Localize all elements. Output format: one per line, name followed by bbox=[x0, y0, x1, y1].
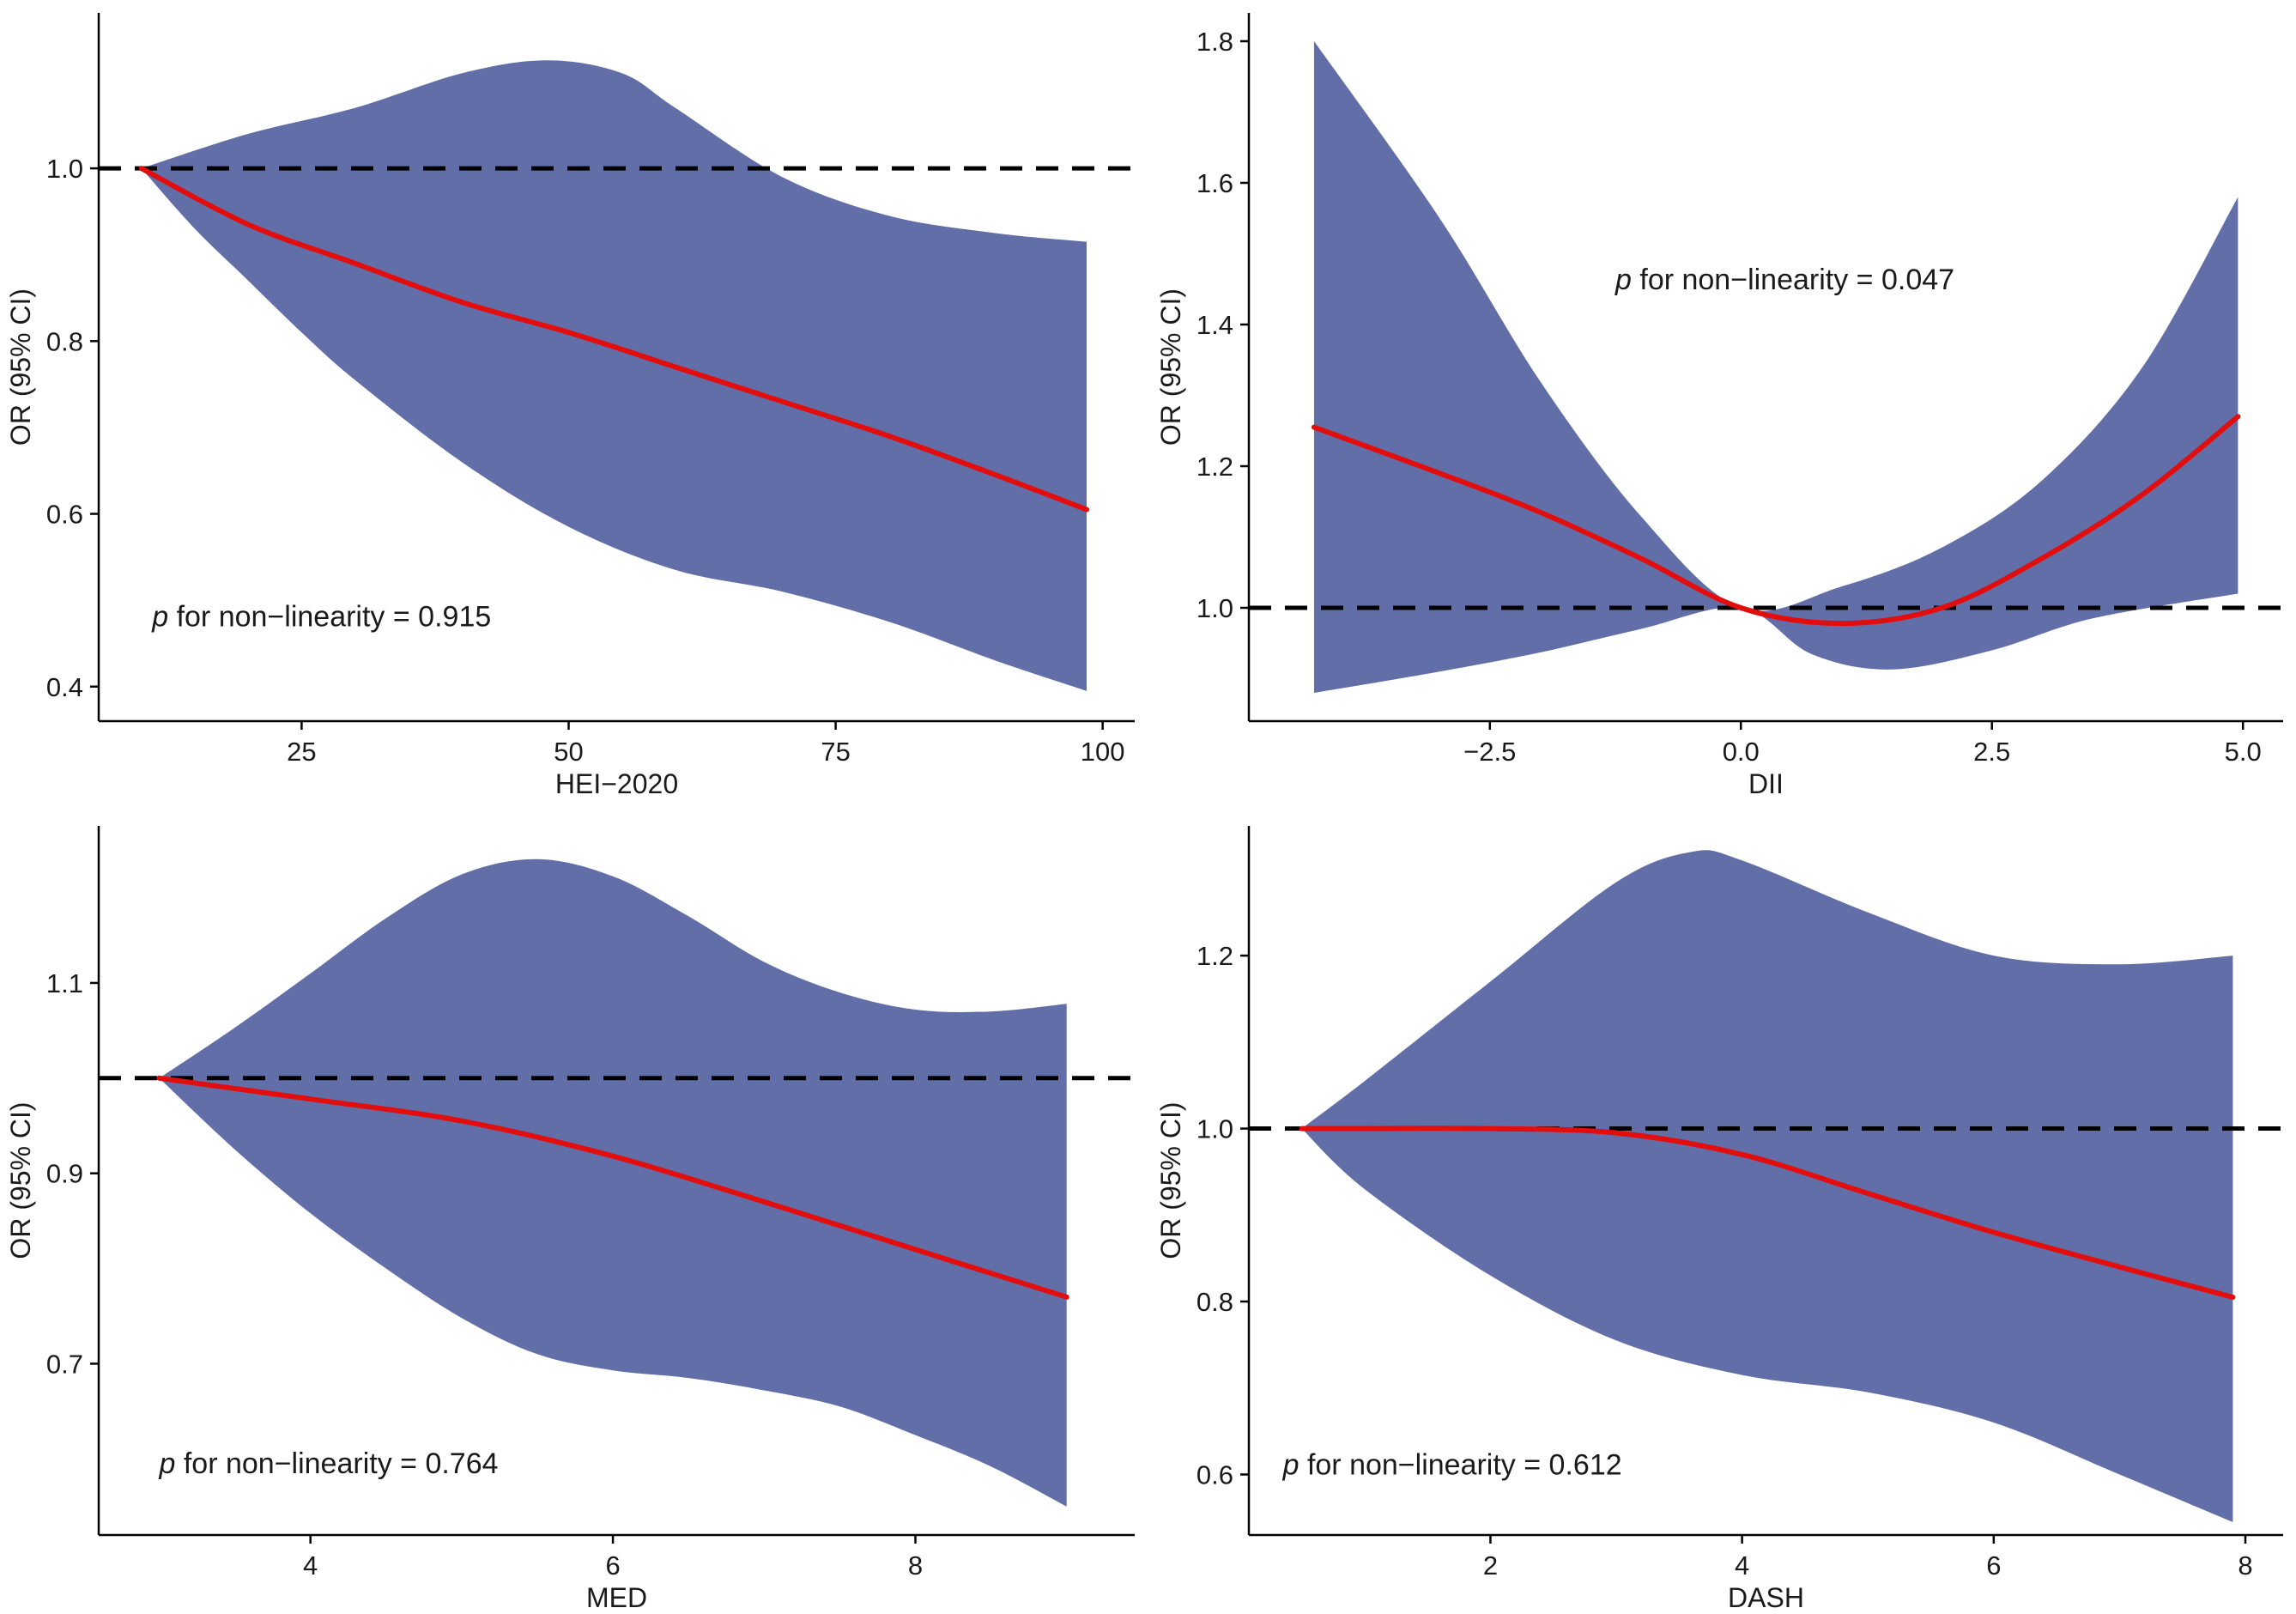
hei-annotation-p: p bbox=[151, 600, 168, 633]
panel-dii: 1.0 1.2 1.4 1.6 1.8 −2.5 0.0 2.5 5.0 DII OR (95… bbox=[1155, 13, 2283, 799]
med-annotation-p: p bbox=[158, 1447, 175, 1480]
dii-y-tick-label: 1.4 bbox=[1196, 310, 1233, 340]
hei-x-tick-label: 100 bbox=[1081, 737, 1125, 767]
hei-annotation: p for non−linearity = 0.915 bbox=[151, 600, 491, 633]
dash-x-tick-label: 2 bbox=[1483, 1550, 1498, 1581]
dii-ci-band bbox=[1314, 41, 2238, 693]
hei-y-ticks: 0.4 0.6 0.8 1.0 bbox=[46, 154, 99, 702]
dii-annotation-p: p bbox=[1614, 264, 1632, 296]
med-x-tick-label: 4 bbox=[303, 1550, 318, 1581]
dii-x-tick-label: 0.0 bbox=[1723, 737, 1760, 767]
hei-y-tick-label: 0.4 bbox=[46, 672, 83, 702]
dii-annotation: p for non−linearity = 0.047 bbox=[1614, 264, 1954, 296]
hei-y-axis-title: OR (95% CI) bbox=[5, 288, 36, 446]
hei-or-line bbox=[138, 166, 1089, 513]
med-or-line bbox=[156, 1075, 1069, 1300]
dii-y-ticks: 1.0 1.2 1.4 1.6 1.8 bbox=[1196, 27, 1249, 623]
panel-hei: 0.4 0.6 0.8 1.0 25 50 75 100 HEI−2020 OR (95% … bbox=[5, 13, 1135, 799]
dash-y-tick-label: 1.0 bbox=[1196, 1114, 1233, 1144]
dash-y-tick-label: 0.6 bbox=[1196, 1459, 1233, 1490]
dash-x-tick-label: 8 bbox=[2238, 1550, 2252, 1581]
hei-x-ticks: 25 50 75 100 bbox=[287, 721, 1125, 767]
hei-y-tick-label: 0.8 bbox=[46, 326, 83, 356]
med-annotation-text: for non−linearity = 0.764 bbox=[175, 1447, 498, 1480]
med-y-axis-title: OR (95% CI) bbox=[5, 1101, 36, 1259]
med-y-ticks: 0.7 0.9 1.1 bbox=[46, 968, 99, 1379]
dash-ci-band bbox=[1301, 850, 2233, 1522]
med-x-axis-title: MED bbox=[586, 1582, 647, 1613]
dii-x-ticks: −2.5 0.0 2.5 5.0 bbox=[1463, 721, 2262, 767]
dii-y-tick-label: 1.6 bbox=[1196, 168, 1233, 198]
hei-x-tick-label: 25 bbox=[287, 737, 316, 767]
dii-y-tick-label: 1.0 bbox=[1196, 593, 1233, 623]
med-y-tick-label: 0.9 bbox=[46, 1159, 83, 1189]
med-annotation: p for non−linearity = 0.764 bbox=[158, 1447, 498, 1480]
dash-y-axis-title: OR (95% CI) bbox=[1155, 1101, 1186, 1259]
dii-or-line bbox=[1312, 414, 2241, 627]
dash-y-ticks: 0.6 0.8 1.0 1.2 bbox=[1196, 941, 1249, 1490]
dii-x-axis-title: DII bbox=[1748, 768, 1784, 799]
dii-y-axis-title: OR (95% CI) bbox=[1155, 288, 1186, 446]
hei-x-tick-label: 75 bbox=[821, 737, 850, 767]
med-ci-band bbox=[159, 859, 1067, 1507]
med-y-tick-label: 1.1 bbox=[46, 968, 83, 998]
med-x-tick-label: 6 bbox=[605, 1550, 620, 1581]
hei-annotation-text: for non−linearity = 0.915 bbox=[168, 600, 491, 633]
dii-x-tick-label: 5.0 bbox=[2225, 737, 2262, 767]
dash-x-ticks: 2 4 6 8 bbox=[1483, 1535, 2253, 1581]
dash-x-axis-title: DASH bbox=[1728, 1582, 1804, 1613]
med-y-tick-label: 0.7 bbox=[46, 1349, 83, 1379]
med-x-tick-label: 8 bbox=[908, 1550, 923, 1581]
dii-y-tick-label: 1.8 bbox=[1196, 27, 1233, 57]
dii-x-tick-label: 2.5 bbox=[1973, 737, 2010, 767]
panel-dash: 0.6 0.8 1.0 1.2 2 4 6 8 DASH OR (95% CI) p for… bbox=[1155, 826, 2283, 1613]
hei-x-axis-title: HEI−2020 bbox=[555, 768, 678, 799]
panel-med: 0.7 0.9 1.1 4 6 8 MED OR (95% CI) p for non−… bbox=[5, 826, 1135, 1613]
hei-y-tick-label: 0.6 bbox=[46, 500, 83, 530]
dash-y-tick-label: 0.8 bbox=[1196, 1287, 1233, 1317]
dash-annotation-p: p bbox=[1282, 1448, 1299, 1481]
dash-x-tick-label: 4 bbox=[1735, 1550, 1749, 1581]
dash-or-line bbox=[1299, 1126, 2236, 1300]
dash-annotation: p for non−linearity = 0.612 bbox=[1282, 1448, 1622, 1481]
dii-annotation-text: for non−linearity = 0.047 bbox=[1632, 264, 1954, 296]
dash-annotation-text: for non−linearity = 0.612 bbox=[1299, 1448, 1622, 1481]
med-x-ticks: 4 6 8 bbox=[303, 1535, 923, 1581]
hei-ci-band bbox=[141, 60, 1087, 691]
dash-x-tick-label: 6 bbox=[1986, 1550, 2001, 1581]
dii-x-tick-label: −2.5 bbox=[1463, 737, 1516, 767]
dii-y-tick-label: 1.2 bbox=[1196, 452, 1233, 482]
dash-y-tick-label: 1.2 bbox=[1196, 941, 1233, 971]
hei-y-tick-label: 1.0 bbox=[46, 154, 83, 184]
hei-x-tick-label: 50 bbox=[554, 737, 583, 767]
